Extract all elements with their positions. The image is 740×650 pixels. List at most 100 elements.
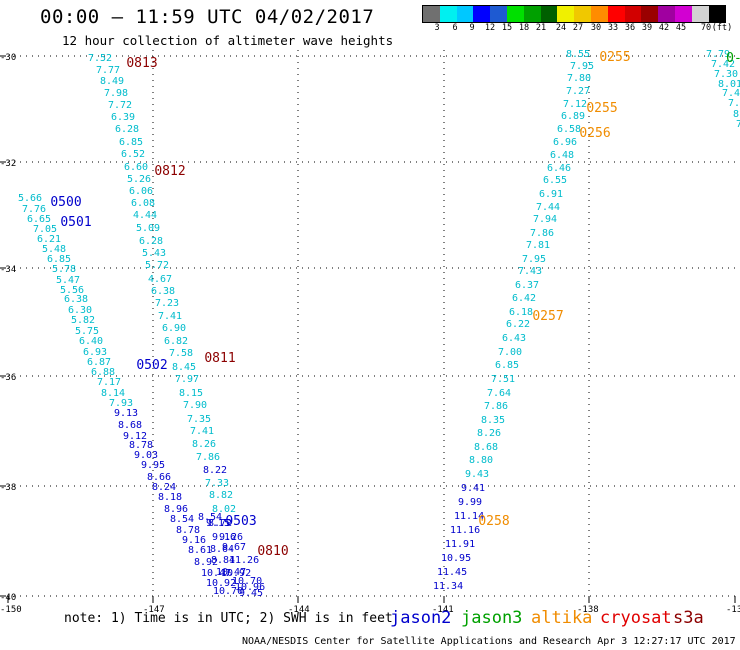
wave-height-value: 7.27 [566, 86, 590, 97]
colorbar-swatch [423, 6, 440, 22]
wave-height-value: 7.79 [706, 49, 730, 60]
colorbar-label: 33 [607, 23, 619, 33]
wave-height-value: 10.70 [232, 576, 262, 587]
lon-label: -138 [577, 605, 599, 615]
colorbar-label: 18 [518, 23, 530, 33]
wave-height-value: 6.06 [129, 186, 153, 197]
wave-height-value: 9.12 [123, 431, 147, 442]
pass-time-marker: 0255 [586, 101, 617, 116]
wave-height-value: 5.75 [75, 326, 99, 337]
wave-height-value: 7 [736, 119, 740, 130]
wave-height-value: 7.77 [96, 65, 120, 76]
colorbar-label: 30 [590, 23, 602, 33]
wave-height-value: 7.23 [155, 298, 179, 309]
lon-label: -147 [143, 605, 165, 615]
legend-altika: altika [531, 608, 593, 628]
wave-height-value: 11.26 [229, 555, 259, 566]
wave-height-value: 7.86 [530, 228, 554, 239]
wave-height-value: 8.96 [164, 504, 188, 515]
legend-cryosat: cryosat [600, 608, 672, 628]
wave-height-value: 8.64 [210, 544, 234, 555]
wave-height-value: 5.78 [52, 264, 76, 275]
wave-height-value: 7.64 [487, 388, 511, 399]
wave-height-value: 8.80 [469, 455, 493, 466]
legend-jason2: jason2 [390, 608, 452, 628]
wave-height-value: 5.66 [18, 193, 42, 204]
wave-height-value: 7.86 [196, 452, 220, 463]
wave-height-value: 8.2 [733, 109, 740, 120]
wave-height-value: 9.41 [461, 483, 485, 494]
wave-height-value: 9.16 [212, 532, 236, 543]
wave-height-value: 10.47 [201, 568, 231, 579]
wave-height-value: 10.70 [213, 586, 243, 597]
wave-height-value: 6.55 [543, 175, 567, 186]
wave-height-value: 4.44 [133, 210, 157, 221]
wave-height-value: 6.85 [495, 360, 519, 371]
wave-height-value: 6.37 [515, 280, 539, 291]
wave-height-value: 6.40 [79, 336, 103, 347]
pass-time-marker: 0811 [204, 351, 235, 366]
wave-height-value: 8.54 [170, 514, 194, 525]
wave-height-value: 8.18 [158, 492, 182, 503]
wave-height-value: 8.78 [176, 525, 200, 536]
wave-height-value: 8.01 [718, 79, 740, 90]
wave-height-value: 6.91 [539, 189, 563, 200]
colorbar-swatch [607, 6, 625, 22]
wave-height-value: 9.45 [239, 588, 263, 599]
wave-height-value: 6.65 [27, 214, 51, 225]
wave-height-value: 7.95 [570, 61, 594, 72]
wave-height-value: 6.28 [115, 124, 139, 135]
wave-height-value: 6.60 [124, 162, 148, 173]
lat-label: -38 [0, 483, 16, 493]
wave-height-value: 6.89 [561, 111, 585, 122]
wave-height-value: 7.80 [567, 73, 591, 84]
wave-height-value: 9.03 [134, 450, 158, 461]
wave-height-value: 6.85 [47, 254, 71, 265]
wave-height-value: 7.52 [88, 53, 112, 64]
wave-height-value: 8.26 [192, 439, 216, 450]
wave-height-value: 8.92 [194, 557, 218, 568]
wave-height-value: 6.38 [151, 286, 175, 297]
pass-time-marker: 0502 [136, 358, 167, 373]
wave-height-value: 7.95 [522, 254, 546, 265]
wave-height-value: 7.41 [158, 311, 182, 322]
time-markers: 0813 0812 0811 0810 0500 0501 0502 0503 0255 0255… [50, 50, 740, 559]
colorbar-swatch [624, 6, 642, 22]
lon-label: -150 [0, 605, 22, 615]
pass-time-marker: 0813 [126, 56, 157, 71]
wave-height-value: 6.87 [87, 357, 111, 368]
pass-time-marker: 0500 [50, 195, 81, 210]
pass-time-marker: 0503 [225, 514, 256, 529]
legend-s3a: s3a [673, 608, 704, 628]
wave-height-value: 8.68 [474, 442, 498, 453]
colorbar-label: 36 [624, 23, 636, 33]
colorbar-swatch [590, 6, 608, 22]
lat-label: -32 [0, 159, 16, 169]
wave-height-value: 8.45 [172, 362, 196, 373]
colorbar-swatch [658, 6, 675, 22]
wave-height-value: 7.51 [491, 374, 515, 385]
wave-height-value: 7.00 [498, 347, 522, 358]
wave-height-value: 6.88 [91, 367, 115, 378]
lon-label: -141 [432, 605, 454, 615]
wave-height-value: 8.72 [208, 518, 232, 529]
colorbar-unit: (ft) [711, 23, 733, 33]
wave-height-value: 9.43 [465, 469, 489, 480]
wave-height-value: 7.58 [169, 348, 193, 359]
wave-height-value: 7.97 [175, 374, 199, 385]
colorbar-swatch [540, 6, 558, 22]
wave-height-value: 7.94 [533, 214, 557, 225]
colorbar-label: 24 [555, 23, 567, 33]
lat-label: -36 [0, 373, 16, 383]
wave-height-value: 6.21 [37, 234, 61, 245]
colorbar-label: 3 [434, 23, 440, 33]
wave-height-value: 6.22 [506, 319, 530, 330]
pass-time-marker: 0255 [599, 50, 630, 65]
colorbar-swatch [506, 6, 524, 22]
colorbar-swatch [473, 6, 491, 22]
wave-height-value: 8.66 [147, 472, 171, 483]
wave-height-value: 7.81 [526, 240, 550, 251]
wave-height-value: 7.86 [484, 401, 508, 412]
colorbar-label: 21 [535, 23, 547, 33]
wave-height-value: 7.12 [563, 99, 587, 110]
